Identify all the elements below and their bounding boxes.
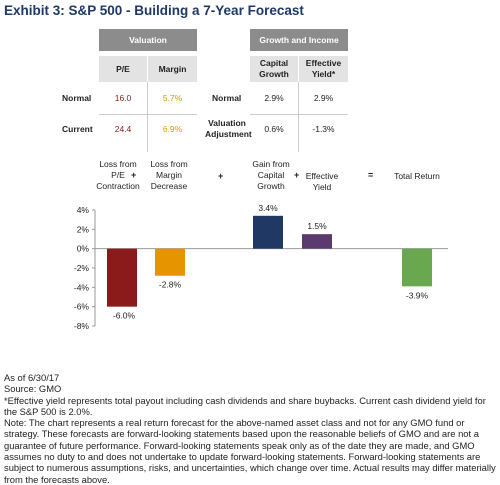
margin-normal-value: 5.7% xyxy=(162,92,183,103)
y-tick-label: -8% xyxy=(74,321,90,331)
row-label-current: Current xyxy=(62,124,93,134)
valuation-header: Valuation xyxy=(99,29,197,51)
margin-column-header: Margin xyxy=(148,56,197,82)
effective-yield-adjustment-value: -1.3% xyxy=(312,123,335,134)
y-tick-label: 2% xyxy=(77,224,90,234)
label-pe-contraction: Loss from P/E Contraction xyxy=(96,159,140,191)
equals-operator: = xyxy=(368,170,374,180)
plus-operator: + xyxy=(218,171,224,181)
data-label: 3.4% xyxy=(258,203,278,213)
data-label: -2.8% xyxy=(159,280,182,290)
bar xyxy=(402,248,432,287)
label-gain-capital-growth: Gain from Capital Growth xyxy=(252,159,290,191)
table-divider xyxy=(147,82,148,152)
exhibit-title: Exhibit 3: S&P 500 - Building a 7-Year F… xyxy=(4,3,304,18)
plus-operator: + xyxy=(294,170,300,180)
data-label: -6.0% xyxy=(113,311,136,321)
pe-column-header: P/E xyxy=(99,56,147,82)
footnotes: As of 6/30/17 Source: GMO *Effective yie… xyxy=(4,372,498,485)
y-tick-label: -6% xyxy=(74,302,90,312)
table-divider xyxy=(250,114,348,115)
bar xyxy=(302,234,332,249)
y-tick-label: -4% xyxy=(74,282,90,292)
pe-normal-value: 16.0 xyxy=(114,92,132,103)
as-of-date: As of 6/30/17 xyxy=(4,372,60,383)
bar xyxy=(155,248,185,276)
y-tick-label: -2% xyxy=(74,263,90,273)
label-total-return: Total Return xyxy=(394,171,440,181)
growth-income-header: Growth and Income xyxy=(250,29,348,51)
y-tick-label: 0% xyxy=(77,244,90,254)
effective-yield-footnote: *Effective yield represents total payout… xyxy=(4,394,486,417)
disclaimer: Note: The chart represents a real return… xyxy=(4,417,496,485)
row-label-normal-growth: Normal xyxy=(212,93,242,103)
source: Source: GMO xyxy=(4,383,62,395)
table-divider xyxy=(298,82,299,152)
label-effective-yield: Effective Yield xyxy=(305,171,339,192)
data-label: -3.9% xyxy=(406,290,429,300)
pe-current-value: 24.4 xyxy=(114,123,132,134)
label-margin-decrease: Loss from Margin Decrease xyxy=(150,159,188,191)
row-label-normal: Normal xyxy=(62,93,92,103)
y-tick-label: 4% xyxy=(77,205,90,215)
row-label-valuation-adjustment: Valuation Adjustment xyxy=(205,118,252,139)
data-label: 1.5% xyxy=(307,221,327,231)
capital-growth-adjustment-value: 0.6% xyxy=(264,123,284,134)
bar xyxy=(253,215,283,249)
bar xyxy=(107,248,137,307)
plus-operator: + xyxy=(131,170,137,180)
margin-current-value: 6.9% xyxy=(162,123,183,134)
effective-yield-column-header: Effective Yield* xyxy=(299,56,348,82)
capital-growth-column-header: Capital Growth xyxy=(250,56,298,82)
capital-growth-normal-value: 2.9% xyxy=(264,92,284,103)
table-divider xyxy=(99,114,197,115)
effective-yield-normal-value: 2.9% xyxy=(313,92,334,103)
